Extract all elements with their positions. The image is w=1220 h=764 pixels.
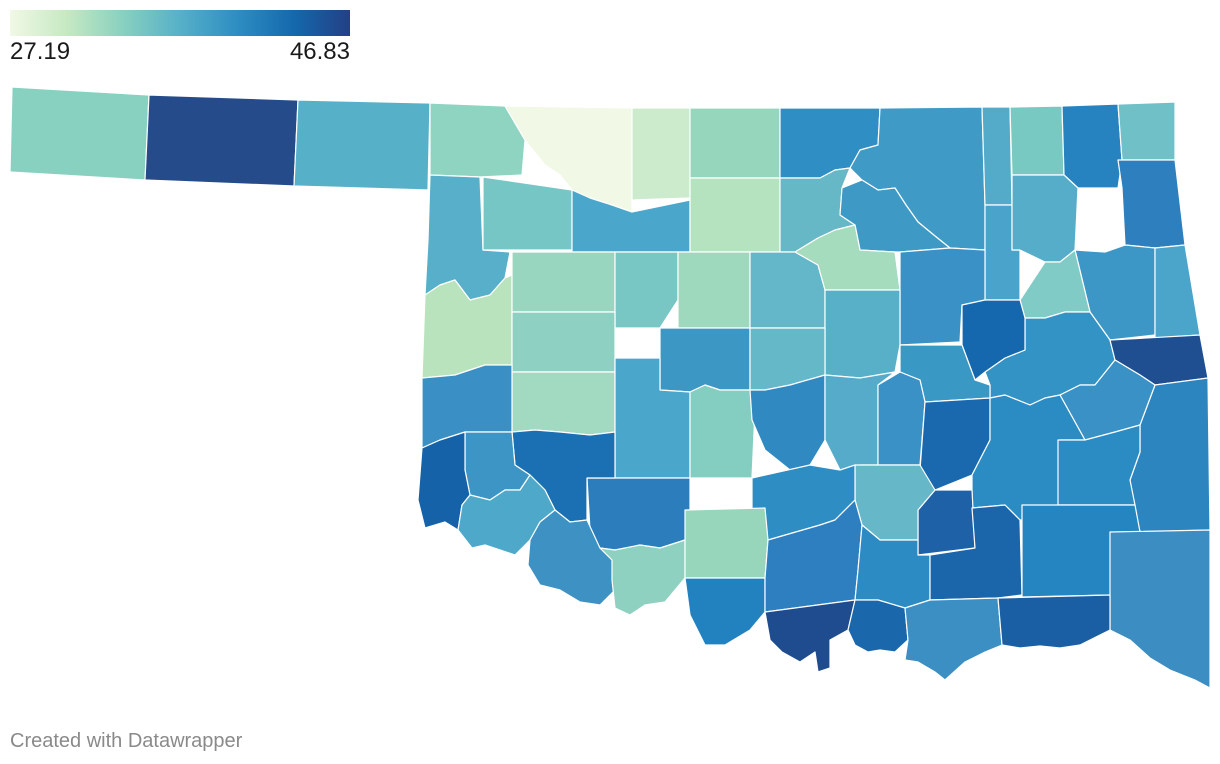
county-region: [689, 177, 781, 253]
county-region: [847, 599, 909, 653]
county-region: [144, 94, 299, 187]
county-region: [749, 374, 826, 471]
county-region: [1109, 529, 1211, 689]
county-region: [586, 477, 691, 551]
county-region: [1009, 105, 1065, 176]
county-region: [631, 107, 691, 201]
county-region: [877, 371, 926, 466]
county-region: [689, 107, 781, 179]
county-region: [904, 597, 1003, 681]
datawrapper-credit: Created with Datawrapper: [10, 730, 243, 752]
color-legend: 27.19 46.83: [10, 10, 350, 65]
legend-min-label: 27.19: [10, 38, 71, 65]
county-region: [824, 289, 901, 379]
county-region: [997, 594, 1111, 649]
county-region: [1061, 103, 1123, 189]
county-region: [293, 99, 431, 191]
county-region: [794, 224, 901, 291]
county-region: [839, 179, 951, 253]
county-region: [684, 577, 766, 646]
county-region: [9, 86, 150, 181]
county-region: [764, 599, 856, 673]
county-region: [659, 327, 751, 393]
county-region: [1117, 101, 1176, 161]
county-region: [677, 251, 751, 329]
county-region: [689, 384, 756, 479]
county-region: [749, 251, 826, 329]
county-region: [1154, 244, 1201, 339]
county-region: [1117, 159, 1186, 249]
county-region: [511, 251, 616, 313]
legend-gradient-bar: [10, 10, 350, 36]
county-region: [981, 106, 1013, 206]
oklahoma-county-map: [9, 86, 1211, 689]
county-region: [614, 251, 679, 329]
county-region: [1011, 174, 1079, 263]
legend-max-label: 46.83: [289, 38, 350, 65]
county-region: [511, 371, 616, 436]
county-region: [482, 176, 573, 251]
county-region: [684, 507, 769, 579]
county-region: [511, 311, 616, 373]
county-region: [599, 539, 686, 616]
